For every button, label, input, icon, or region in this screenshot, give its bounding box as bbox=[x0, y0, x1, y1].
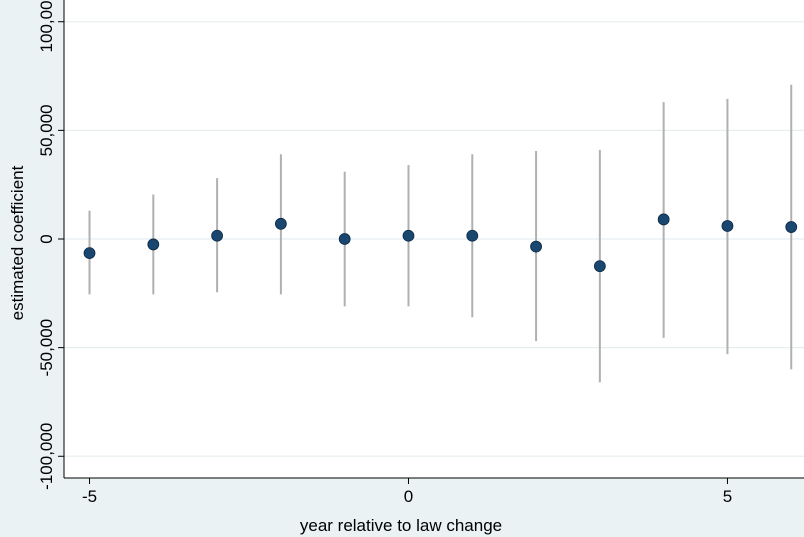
data-point bbox=[785, 221, 798, 233]
x-ticks: -5 0 5 bbox=[82, 478, 732, 506]
data-point bbox=[530, 240, 542, 253]
data-point bbox=[466, 229, 479, 242]
data-point bbox=[657, 213, 670, 226]
data-point bbox=[274, 217, 287, 230]
data-point bbox=[83, 247, 96, 260]
y-ticks: -100,000 -50,000 0 50,000 100,000 bbox=[37, 0, 64, 490]
x-axis-title: year relative to law change bbox=[300, 516, 502, 535]
data-point bbox=[402, 229, 415, 242]
y-tick-label: -50,000 bbox=[37, 319, 56, 377]
y-tick-label: 50,000 bbox=[37, 104, 56, 156]
data-point bbox=[147, 238, 160, 251]
y-axis-title: estimated coefficient bbox=[8, 165, 27, 320]
x-tick-label: -5 bbox=[82, 487, 97, 506]
data-points bbox=[83, 213, 798, 273]
y-tick-label: -100,000 bbox=[37, 423, 56, 490]
y-tick-label: 0 bbox=[37, 234, 56, 243]
data-point bbox=[211, 229, 224, 242]
x-tick-label: 0 bbox=[404, 487, 413, 506]
data-point bbox=[721, 220, 734, 232]
grid-lines bbox=[64, 21, 804, 457]
data-point bbox=[593, 260, 606, 273]
x-tick-label: 5 bbox=[723, 487, 732, 506]
y-tick-label: 100,000 bbox=[37, 0, 56, 52]
data-point bbox=[338, 233, 351, 245]
